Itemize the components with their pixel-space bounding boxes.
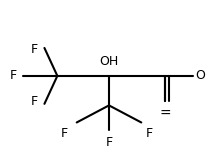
Text: =: = xyxy=(159,107,171,121)
Text: O: O xyxy=(195,69,205,82)
Text: F: F xyxy=(106,136,112,149)
Text: F: F xyxy=(9,69,16,82)
Text: F: F xyxy=(31,95,38,109)
Text: F: F xyxy=(61,127,68,140)
Text: OH: OH xyxy=(99,55,119,68)
Text: F: F xyxy=(31,43,38,56)
Text: F: F xyxy=(146,127,153,140)
